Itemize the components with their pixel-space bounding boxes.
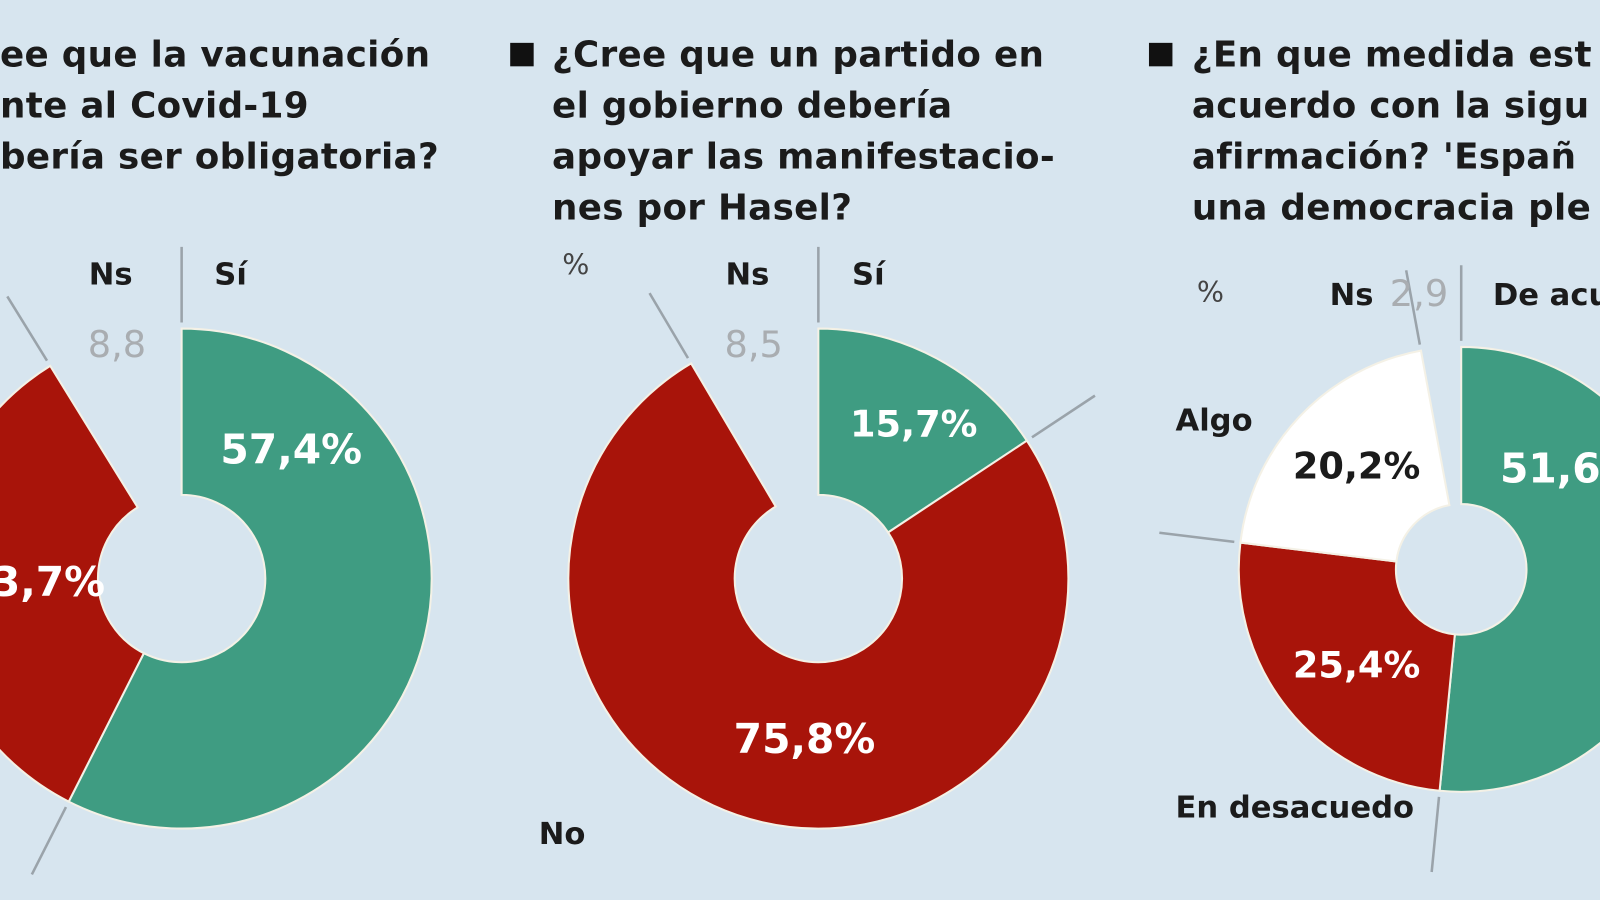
chart1-title-line: nte al Covid-19 [0,85,309,127]
chart2-title-line: el gobierno debería [552,85,953,127]
chart1-leader-line [6,295,49,362]
chart3-slice-1 [1237,541,1456,792]
chart1-value-no: 3,7% [0,559,106,607]
chart2-label-no: No [538,816,586,853]
chart1-slice-0 [67,327,433,830]
chart2-label-ns: Ns [725,257,770,293]
chart2-slice-1 [567,361,1070,830]
chart3-title-line: una democracia ple [1191,187,1592,229]
chart3-slice-0 [1438,345,1600,793]
chart3-title-line: ¿En que medida est [1191,34,1592,76]
chart2-title-line: ¿Cree que un partido en [552,34,1045,76]
chart3-value-desacuerdo: 25,4% [1292,644,1421,687]
chart1-label-ns: Ns [88,257,133,293]
chart3-label-ns: Ns [1329,277,1374,314]
chart3-leader-line [1159,531,1235,544]
chart3-label-desacuerdo: En desacuedo [1175,789,1415,826]
chart3-value-de-acuerdo: 51,6 [1499,445,1600,493]
chart1-value-si: 57,4% [220,426,363,474]
chart2-value-si: 15,7% [849,404,978,446]
chart2-title-line: apoyar las manifestacio- [552,136,1055,178]
bullet-square-icon [510,42,534,67]
chart3-slice-2 [1239,349,1451,563]
chart3-title-line: acuerdo con la sigu [1191,85,1590,127]
chart2-value-ns: 8,5 [724,324,783,367]
chart1-slice-1 [0,364,146,803]
chart3-leader-line [1430,796,1441,873]
chart1-value-ns: 8,8 [87,324,147,367]
chart2-value-no: 75,8% [733,716,876,764]
chart3-label-de-acuerdo: De acu [1492,277,1600,314]
chart1-leader-line [30,806,68,876]
chart3-label-algo: Algo [1175,403,1253,439]
chart2-label-si: Sí [852,257,885,293]
chart3-unit-label: % [1196,275,1225,310]
chart3-value-ns: 2,9 [1389,273,1449,316]
chart2-leader-line [1031,394,1096,439]
bullet-square-icon [1148,42,1173,67]
chart1-title-line: ee que la vacunación [0,34,431,76]
chart2-unit-label: % [562,247,590,282]
chart2-leader-line [648,292,690,359]
chart3-title-line: afirmación? 'Españ [1191,136,1577,178]
chart1-title-line: bería ser obligatoria? [0,136,439,178]
chart3-value-algo: 20,2% [1292,445,1421,488]
chart1-label-si: Sí [214,257,247,293]
chart2-slice-0 [817,327,1029,534]
chart3-leader-line [1404,270,1422,345]
chart2-title-line: nes por Hasel? [552,187,853,229]
